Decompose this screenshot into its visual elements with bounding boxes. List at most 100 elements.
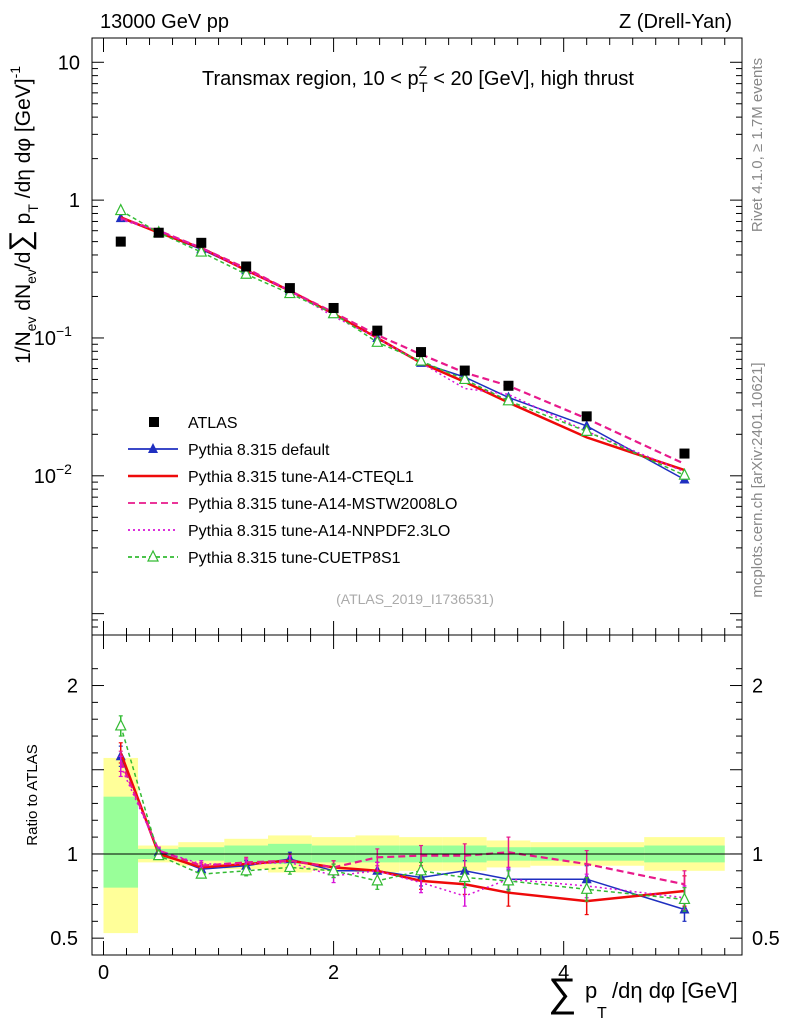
ratio-series-marker [114, 718, 127, 731]
main-y-tick-exponent: −2 [56, 461, 72, 477]
header-right: Z (Drell-Yan) [619, 11, 732, 33]
ratio-series-marker [327, 863, 340, 876]
x-tick-label: 0 [98, 962, 109, 984]
legend: ATLAS Pythia 8.315 default Pythia 8.315 tu… [128, 415, 457, 567]
title-sub: T [419, 79, 428, 95]
x-label-p: p [585, 978, 597, 1003]
svg-text:1/Nev dNev/d∑ pT /dη dφ [GeV]: 1/Nev dNev/d∑ pT /dη dφ [GeV]-1 [4, 66, 41, 364]
atlas-data-point [503, 380, 514, 391]
ratio-plot-frame [91, 634, 743, 956]
rivet-label: Rivet 4.1.0, ≥ 1.7M events [749, 58, 766, 232]
y-label-part: /d [12, 252, 35, 270]
main-y-tick-exponent: −1 [56, 323, 72, 339]
main-y-axis-label: 1/Nev dNev/d∑ pT /dη dφ [GeV]-1 [4, 66, 41, 364]
main-series-marker [415, 353, 427, 366]
main-series-line [120, 217, 685, 465]
x-tick-label: 2 [328, 962, 339, 984]
x-label-sum: ∑ [548, 971, 577, 1015]
y-label-part: 1/N [12, 331, 35, 364]
main-y-tick-label: 10 [34, 328, 56, 350]
plot-title: Transmax region, 10 < pZ T < 20 [GeV], hi… [202, 63, 634, 95]
y-label-part: dN [12, 284, 35, 317]
ratio-y-tick-label-right: 1 [752, 844, 763, 866]
main-series-marker [195, 244, 208, 257]
main-plot-frame [91, 37, 743, 636]
atlas-data-point [153, 227, 164, 238]
y-label-part: -1 [7, 66, 23, 79]
y-label-part: p [12, 213, 35, 231]
main-y-tick-label: 10 [34, 466, 56, 488]
atlas-data-point [284, 283, 295, 294]
legend-label: Pythia 8.315 tune-A14-CTEQL1 [188, 469, 414, 486]
ratio-y-axis-label: Ratio to ATLAS [24, 744, 41, 845]
ratio-series-marker [415, 863, 427, 876]
ratio-y-tick-label-right: 0.5 [752, 928, 780, 950]
main-y-tick-label: 10 [58, 52, 80, 74]
mcplots-label: mcplots.cern.ch [arXiv:2401.10621] [749, 362, 766, 597]
ratio-series-line [120, 755, 685, 911]
legend-label: Pythia 8.315 tune-A14-MSTW2008LO [188, 496, 457, 513]
title-sup: Z [419, 63, 428, 79]
x-axis-label: ∑ p T /dη dφ [GeV] [548, 971, 738, 1022]
ratio-series-marker [678, 892, 691, 905]
ratio-series-marker [458, 870, 471, 883]
atlas-data-point [372, 325, 383, 336]
header-left: 13000 GeV pp [100, 11, 229, 33]
ratio-series-marker [240, 863, 253, 876]
ratio-band-inner [103, 796, 139, 888]
ratio-series-marker [502, 873, 515, 886]
main-series-marker [678, 467, 691, 480]
main-series-marker [458, 372, 471, 385]
analysis-watermark: (ATLAS_2019_I1736531) [336, 591, 494, 607]
ratio-y-tick-label: 2 [67, 676, 78, 698]
ratio-series-layer [114, 715, 691, 922]
y-label-part: ∑ [4, 230, 37, 251]
ratio-y-tick-label-right: 2 [752, 676, 763, 698]
main-series-layer [114, 203, 691, 484]
y-label-part: ev [23, 317, 39, 332]
ratio-uncertainty-bands [103, 757, 725, 934]
x-label-sub: T [597, 1005, 607, 1022]
main-series-line [120, 217, 685, 481]
atlas-data-point [241, 261, 252, 272]
main-series-marker [114, 203, 127, 216]
ratio-series-line [120, 766, 685, 899]
atlas-data-point [196, 237, 207, 248]
title-post: < 20 [GeV], high thrust [428, 68, 635, 90]
ratio-series-marker [371, 873, 384, 886]
x-tick-label: 4 [558, 962, 569, 984]
y-label-part: ev [23, 269, 39, 284]
main-series-marker [502, 393, 515, 406]
y-label-part: /dη dφ [GeV] [12, 78, 35, 204]
ratio-series-marker [283, 860, 296, 873]
legend-marker-atlas [149, 417, 159, 427]
legend-label: Pythia 8.315 tune-A14-NNPDF2.3LO [188, 523, 450, 540]
ratio-series-line [120, 725, 685, 901]
atlas-data-point [416, 347, 427, 358]
main-y-tick-label: 1 [69, 190, 80, 212]
atlas-data-point [581, 411, 592, 422]
atlas-data-point [679, 448, 690, 459]
main-series-line [120, 209, 685, 476]
atlas-data-point [459, 365, 470, 376]
ratio-series-marker [152, 848, 165, 861]
main-series-marker [580, 424, 593, 436]
legend-label: Pythia 8.315 default [188, 442, 330, 459]
ratio-series-marker [195, 866, 208, 879]
ratio-series-marker [580, 881, 593, 894]
legend-marker [147, 549, 159, 562]
main-series-marker [371, 334, 384, 347]
x-label-rest: /dη dφ [GeV] [612, 978, 738, 1003]
ratio-series-line [119, 752, 685, 903]
legend-marker [148, 443, 158, 453]
atlas-data-point [328, 302, 339, 313]
legend-label: ATLAS [188, 415, 238, 432]
legend-label: Pythia 8.315 tune-CUETP8S1 [188, 550, 401, 567]
main-series-marker [240, 266, 253, 279]
atlas-data-point [115, 236, 126, 247]
y-label-part: T [25, 204, 41, 213]
ratio-y-tick-label: 1 [67, 844, 78, 866]
ratio-y-tick-label: 0.5 [50, 928, 78, 950]
